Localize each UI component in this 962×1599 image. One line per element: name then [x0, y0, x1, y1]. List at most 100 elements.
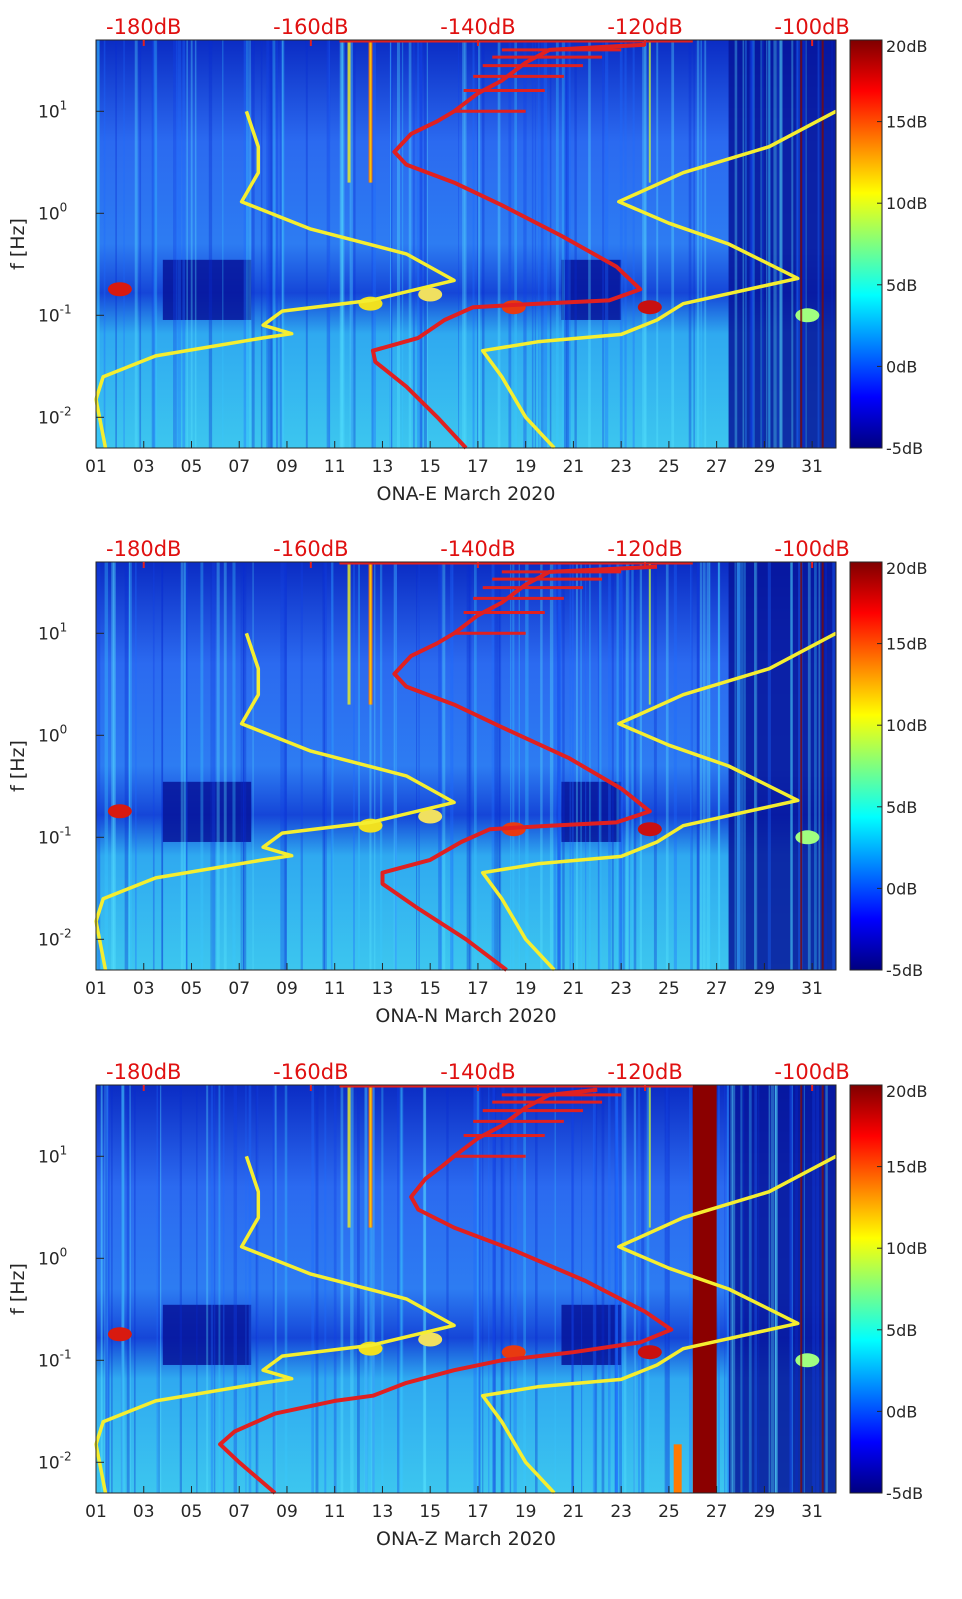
texture-stripe [255, 1085, 257, 1493]
hotspot [107, 1327, 132, 1342]
texture-stripe [232, 562, 236, 970]
texture-stripe [605, 40, 609, 448]
x-tick-label: 29 [754, 457, 776, 477]
texture-stripe [422, 1085, 426, 1493]
texture-stripe [619, 40, 623, 448]
x-tick-label: 09 [276, 1502, 298, 1522]
texture-stripe [702, 562, 706, 970]
texture-stripe [779, 40, 783, 448]
plot-frame [95, 39, 837, 449]
texture-stripe [121, 1085, 124, 1493]
texture-stripe [152, 562, 155, 970]
texture-stripe [252, 562, 254, 970]
texture-stripe [531, 40, 534, 448]
texture-stripe [186, 40, 188, 448]
texture-stripe [499, 562, 502, 970]
texture-stripe [667, 1085, 670, 1493]
colorbar-tick-label: 5dB [886, 798, 917, 817]
energy-streak [648, 40, 651, 183]
texture-stripe [186, 562, 188, 970]
x-tick-label: 21 [563, 1502, 585, 1522]
x-tick-label: 13 [372, 1502, 394, 1522]
texture-stripe [173, 40, 177, 448]
texture-stripe [745, 40, 747, 448]
texture-stripe [797, 40, 800, 448]
texture-stripe [494, 1085, 497, 1493]
noise-model-yellow-curve-right [480, 1154, 837, 1495]
colorbar-tick-label: 5dB [886, 1321, 917, 1340]
texture-stripe [549, 40, 552, 448]
texture-stripe [245, 1085, 247, 1493]
texture-stripe [159, 1085, 162, 1493]
texture-stripe [602, 40, 605, 448]
texture-stripe [350, 40, 354, 448]
top-db-label: -160dB [273, 537, 348, 561]
texture-stripe [699, 562, 703, 970]
texture-stripe [740, 1085, 743, 1493]
texture-stripe [324, 1085, 327, 1493]
x-tick-label: 01 [85, 979, 107, 999]
texture-stripe [491, 562, 495, 970]
texture-stripe [509, 1085, 512, 1493]
texture-stripe [176, 40, 178, 448]
y-tick-label: 10-2 [38, 404, 72, 428]
texture-stripe [106, 1085, 110, 1493]
texture-stripe [656, 40, 659, 448]
texture-stripe [825, 1085, 828, 1493]
texture-stripe [240, 562, 242, 970]
texture-stripe [805, 40, 807, 448]
texture-stripe [442, 562, 446, 970]
texture-stripe [557, 562, 561, 970]
texture-stripe [272, 40, 276, 448]
texture-stripe [266, 40, 270, 448]
texture-stripe [523, 1085, 526, 1493]
energy-streak [369, 1085, 372, 1228]
texture-stripe [478, 40, 481, 448]
texture-stripe [633, 1085, 636, 1493]
texture-stripe [500, 1085, 503, 1493]
texture-stripe [426, 40, 428, 448]
texture-stripe [671, 40, 675, 448]
energy-streak [648, 562, 651, 705]
texture-stripe [400, 1085, 403, 1493]
y-tick-label: 10-1 [38, 824, 72, 848]
texture-stripe [562, 562, 565, 970]
texture-stripe [718, 562, 721, 970]
texture-stripe [339, 40, 343, 448]
x-tick-label: 09 [276, 979, 298, 999]
spectrogram-panel-2: 01 03 05 07 09 11 13 15 17 19 21 23 25 27 29 31 ONA-N Ma… [7, 537, 928, 1027]
texture-stripe [340, 40, 343, 448]
texture-stripe [589, 562, 591, 970]
texture-stripe [270, 40, 274, 448]
texture-stripe [208, 40, 213, 448]
colorbar [849, 561, 883, 971]
texture-stripe [807, 562, 811, 970]
texture-stripe [803, 1085, 806, 1493]
texture-stripe [300, 562, 303, 970]
energy-streak [673, 1444, 682, 1493]
texture-stripe [696, 562, 700, 970]
x-tick-label: 09 [276, 457, 298, 477]
texture-stripe [393, 562, 397, 970]
colorbar-tick-label: 0dB [886, 357, 917, 376]
texture-stripe [644, 40, 647, 448]
texture-stripe [767, 562, 771, 970]
texture-stripe [462, 40, 465, 448]
energy-streak [821, 562, 824, 970]
texture-stripe [478, 1085, 481, 1493]
texture-stripe [623, 1085, 627, 1493]
texture-stripe [281, 40, 285, 448]
colorbar-tick-label: -5dB [886, 1484, 923, 1503]
colorbar-tick-label: 5dB [886, 276, 917, 295]
top-db-label: -140dB [440, 15, 515, 39]
texture-stripe [196, 1085, 198, 1493]
texture-stripe [158, 1085, 160, 1493]
y-tick-label: 100 [38, 1245, 67, 1269]
texture-stripe [561, 40, 565, 448]
texture-stripe [513, 1085, 517, 1493]
x-tick-label: 17 [467, 979, 489, 999]
texture-stripe [408, 40, 412, 448]
texture-stripe [774, 1085, 776, 1493]
hotspot [501, 1345, 526, 1360]
texture-stripe [817, 40, 820, 448]
